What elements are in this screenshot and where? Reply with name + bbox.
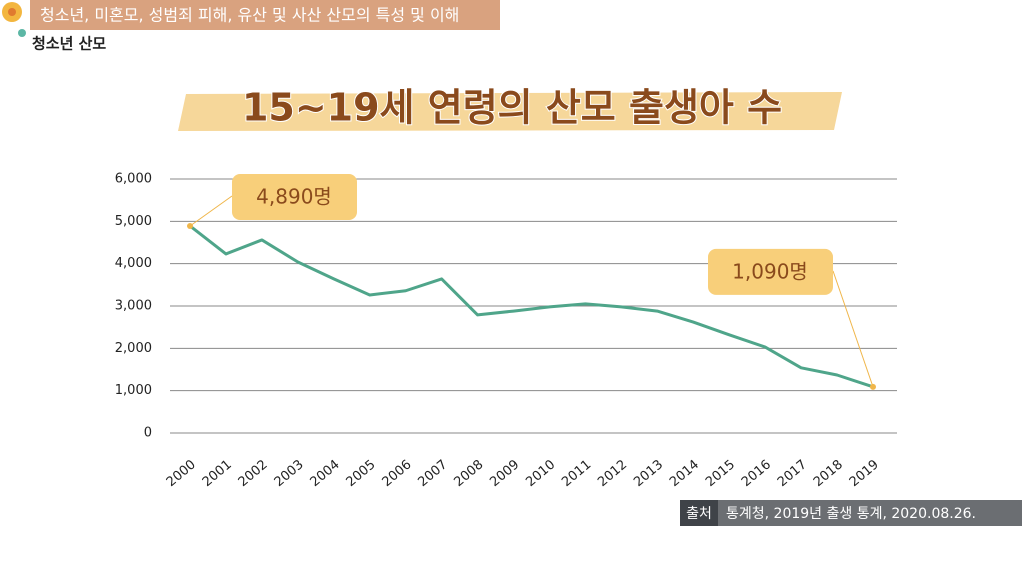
data-label: 1,090명	[732, 259, 808, 283]
y-tick-label: 2,000	[115, 341, 152, 356]
y-tick-label: 0	[144, 426, 152, 441]
header-bar	[30, 0, 500, 30]
x-tick-label: 2015	[703, 457, 738, 490]
y-tick-label: 6,000	[115, 172, 152, 187]
x-tick-label: 2004	[308, 457, 343, 490]
x-tick-label: 2006	[380, 457, 415, 490]
data-point	[870, 383, 876, 390]
x-tick-label: 2012	[595, 457, 630, 490]
x-tick-label: 2003	[272, 457, 307, 490]
data-line	[189, 224, 874, 389]
flower-icon	[2, 2, 26, 37]
x-tick-label: 2018	[811, 457, 846, 490]
header-subtitle: 청소년 산모	[32, 35, 106, 53]
source-label-box	[680, 500, 718, 526]
title-band	[178, 92, 842, 131]
x-tick-label: 2014	[667, 457, 702, 490]
x-tick-label: 2005	[344, 457, 379, 490]
source-text: 통계청, 2019년 출생 통계, 2020.08.26.	[726, 506, 976, 522]
x-tick-label: 2019	[847, 457, 882, 490]
y-tick-label: 5,000	[115, 214, 152, 229]
x-tick-label: 2001	[200, 457, 235, 490]
source-label: 출처	[686, 506, 712, 522]
y-tick-label: 4,000	[115, 256, 152, 271]
data-label: 4,890명	[256, 184, 332, 208]
x-tick-label: 2007	[415, 457, 450, 490]
x-tick-label: 2017	[775, 457, 810, 490]
annotation-box	[232, 173, 357, 220]
leader-line	[832, 270, 874, 388]
y-tick-label: 1,000	[115, 383, 152, 398]
header-title: 청소년, 미혼모, 성범죄 피해, 유산 및 사산 산모의 특성 및 이해	[40, 6, 459, 25]
chart-title: 15~19세 연령의 산모 출생아 수	[242, 86, 782, 130]
x-tick-label: 2016	[739, 457, 774, 490]
x-tick-label: 2009	[487, 457, 522, 490]
leader-line	[189, 195, 233, 227]
x-tick-label: 2011	[559, 457, 594, 490]
data-point	[187, 222, 193, 229]
x-tick-label: 2002	[236, 457, 271, 490]
source-box	[718, 500, 1022, 526]
x-tick-label: 2000	[164, 457, 199, 490]
y-tick-label: 3,000	[115, 299, 152, 314]
x-tick-label: 2008	[451, 457, 486, 490]
x-tick-label: 2010	[523, 457, 558, 490]
x-tick-label: 2013	[631, 457, 666, 490]
annotation-box	[708, 248, 833, 295]
